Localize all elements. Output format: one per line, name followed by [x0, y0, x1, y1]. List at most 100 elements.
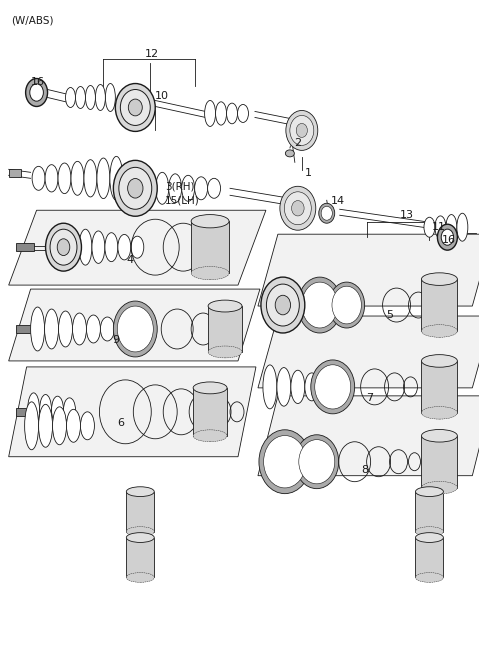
- Text: 6: 6: [117, 418, 124, 428]
- Ellipse shape: [126, 527, 154, 537]
- Ellipse shape: [63, 398, 75, 422]
- Ellipse shape: [191, 266, 229, 279]
- Ellipse shape: [286, 110, 318, 150]
- Ellipse shape: [416, 527, 444, 537]
- Ellipse shape: [291, 201, 304, 216]
- Ellipse shape: [30, 84, 43, 101]
- Polygon shape: [258, 396, 480, 476]
- Ellipse shape: [298, 277, 342, 333]
- Ellipse shape: [216, 102, 227, 125]
- Ellipse shape: [168, 174, 181, 203]
- Ellipse shape: [305, 373, 319, 401]
- Ellipse shape: [81, 412, 95, 440]
- Bar: [126, 537, 154, 577]
- Ellipse shape: [421, 355, 457, 367]
- Ellipse shape: [266, 284, 300, 326]
- Ellipse shape: [290, 115, 314, 146]
- Bar: [16, 325, 34, 333]
- Ellipse shape: [208, 346, 242, 358]
- Ellipse shape: [416, 533, 444, 543]
- Ellipse shape: [105, 233, 118, 262]
- Ellipse shape: [319, 203, 335, 223]
- Ellipse shape: [32, 167, 45, 190]
- Ellipse shape: [421, 407, 457, 419]
- Text: 11: 11: [432, 222, 445, 232]
- Ellipse shape: [126, 533, 154, 543]
- Ellipse shape: [207, 178, 220, 198]
- Ellipse shape: [31, 307, 45, 351]
- Ellipse shape: [28, 393, 39, 427]
- Bar: [421, 361, 457, 413]
- Ellipse shape: [38, 404, 52, 447]
- Ellipse shape: [96, 85, 106, 110]
- Ellipse shape: [100, 317, 114, 341]
- Ellipse shape: [329, 282, 365, 328]
- Ellipse shape: [128, 178, 143, 198]
- Bar: [16, 243, 34, 251]
- Polygon shape: [258, 316, 480, 388]
- Ellipse shape: [115, 83, 155, 131]
- Ellipse shape: [421, 430, 457, 442]
- Ellipse shape: [25, 79, 48, 106]
- Polygon shape: [258, 234, 480, 306]
- Ellipse shape: [437, 224, 457, 250]
- Ellipse shape: [117, 306, 153, 352]
- Ellipse shape: [311, 360, 355, 414]
- Ellipse shape: [421, 482, 457, 494]
- Text: (W/ABS): (W/ABS): [11, 16, 53, 26]
- Ellipse shape: [424, 217, 435, 237]
- Ellipse shape: [126, 487, 154, 497]
- Ellipse shape: [85, 85, 96, 110]
- Ellipse shape: [280, 186, 316, 230]
- Ellipse shape: [84, 159, 97, 197]
- Text: 12: 12: [145, 49, 159, 58]
- Ellipse shape: [65, 87, 75, 108]
- Ellipse shape: [45, 165, 58, 192]
- Ellipse shape: [295, 435, 339, 489]
- Ellipse shape: [277, 367, 291, 406]
- Ellipse shape: [227, 103, 238, 124]
- Ellipse shape: [259, 430, 311, 494]
- Ellipse shape: [39, 394, 51, 425]
- Ellipse shape: [421, 273, 457, 285]
- Ellipse shape: [181, 175, 194, 201]
- Bar: [208, 306, 242, 352]
- Ellipse shape: [67, 409, 81, 442]
- Text: 13: 13: [399, 211, 413, 220]
- Bar: [421, 436, 457, 487]
- Ellipse shape: [45, 309, 59, 349]
- Bar: [416, 491, 444, 531]
- Text: 1: 1: [305, 169, 312, 178]
- Text: 16: 16: [442, 236, 456, 245]
- Ellipse shape: [263, 365, 277, 409]
- Text: 3(RH): 3(RH): [165, 181, 195, 192]
- Text: 9: 9: [112, 335, 119, 345]
- Text: 15(LH): 15(LH): [165, 195, 200, 205]
- Bar: [416, 537, 444, 577]
- Ellipse shape: [50, 229, 77, 265]
- Ellipse shape: [435, 216, 446, 239]
- Ellipse shape: [416, 573, 444, 583]
- Ellipse shape: [191, 215, 229, 228]
- Ellipse shape: [75, 87, 85, 108]
- Ellipse shape: [193, 382, 227, 394]
- Ellipse shape: [156, 173, 168, 204]
- Ellipse shape: [86, 315, 100, 343]
- Ellipse shape: [321, 206, 332, 220]
- Ellipse shape: [441, 229, 454, 245]
- Ellipse shape: [46, 223, 82, 271]
- Ellipse shape: [332, 286, 361, 324]
- Ellipse shape: [286, 150, 294, 157]
- Ellipse shape: [92, 231, 105, 264]
- Ellipse shape: [24, 402, 38, 450]
- Ellipse shape: [97, 158, 110, 199]
- Ellipse shape: [52, 407, 67, 445]
- Ellipse shape: [421, 325, 457, 337]
- Ellipse shape: [59, 311, 72, 347]
- Text: 7: 7: [366, 393, 373, 403]
- Ellipse shape: [416, 487, 444, 497]
- Text: 8: 8: [361, 464, 368, 475]
- Ellipse shape: [57, 239, 70, 256]
- Ellipse shape: [299, 440, 335, 484]
- Ellipse shape: [446, 215, 457, 240]
